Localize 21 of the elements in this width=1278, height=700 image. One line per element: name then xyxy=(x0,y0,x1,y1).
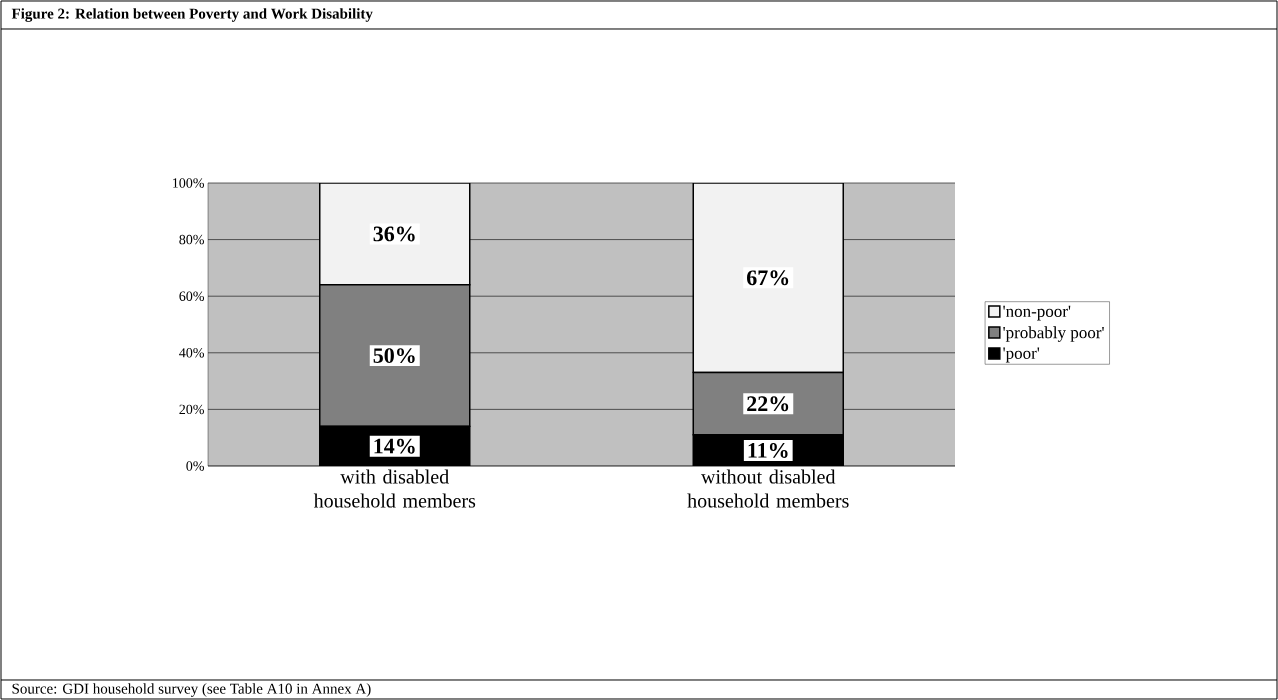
bar xyxy=(692,182,844,374)
y-tick-label: 0% xyxy=(186,461,204,471)
x-tick-label: without disabled household members xyxy=(687,469,849,508)
y-tick-label: 80% xyxy=(179,234,204,245)
y-tick-label: 40% xyxy=(179,347,204,358)
y-tick-label: 100% xyxy=(173,178,204,188)
data-label: 22% xyxy=(747,396,789,412)
legend-label: 'non-poor' xyxy=(1003,305,1071,321)
bar xyxy=(319,182,471,286)
data-label: 67% xyxy=(747,270,789,286)
x-tick-label: with disabled household members xyxy=(313,469,476,508)
legend-label: 'poor' xyxy=(1003,347,1040,363)
data-label: 11% xyxy=(748,442,788,458)
source-note: Source: GDI household survey (see Table A10 in Annex A) xyxy=(12,683,371,697)
chart-title: Figure 2: Relation between Poverty and Work Disability xyxy=(11,8,373,22)
data-label: 50% xyxy=(373,348,415,364)
data-label: 36% xyxy=(373,226,415,242)
legend-label: 'probably poor' xyxy=(1003,326,1104,342)
y-tick-label: 60% xyxy=(179,291,204,301)
data-label: 14% xyxy=(374,438,415,454)
y-tick-label: 20% xyxy=(179,404,204,415)
